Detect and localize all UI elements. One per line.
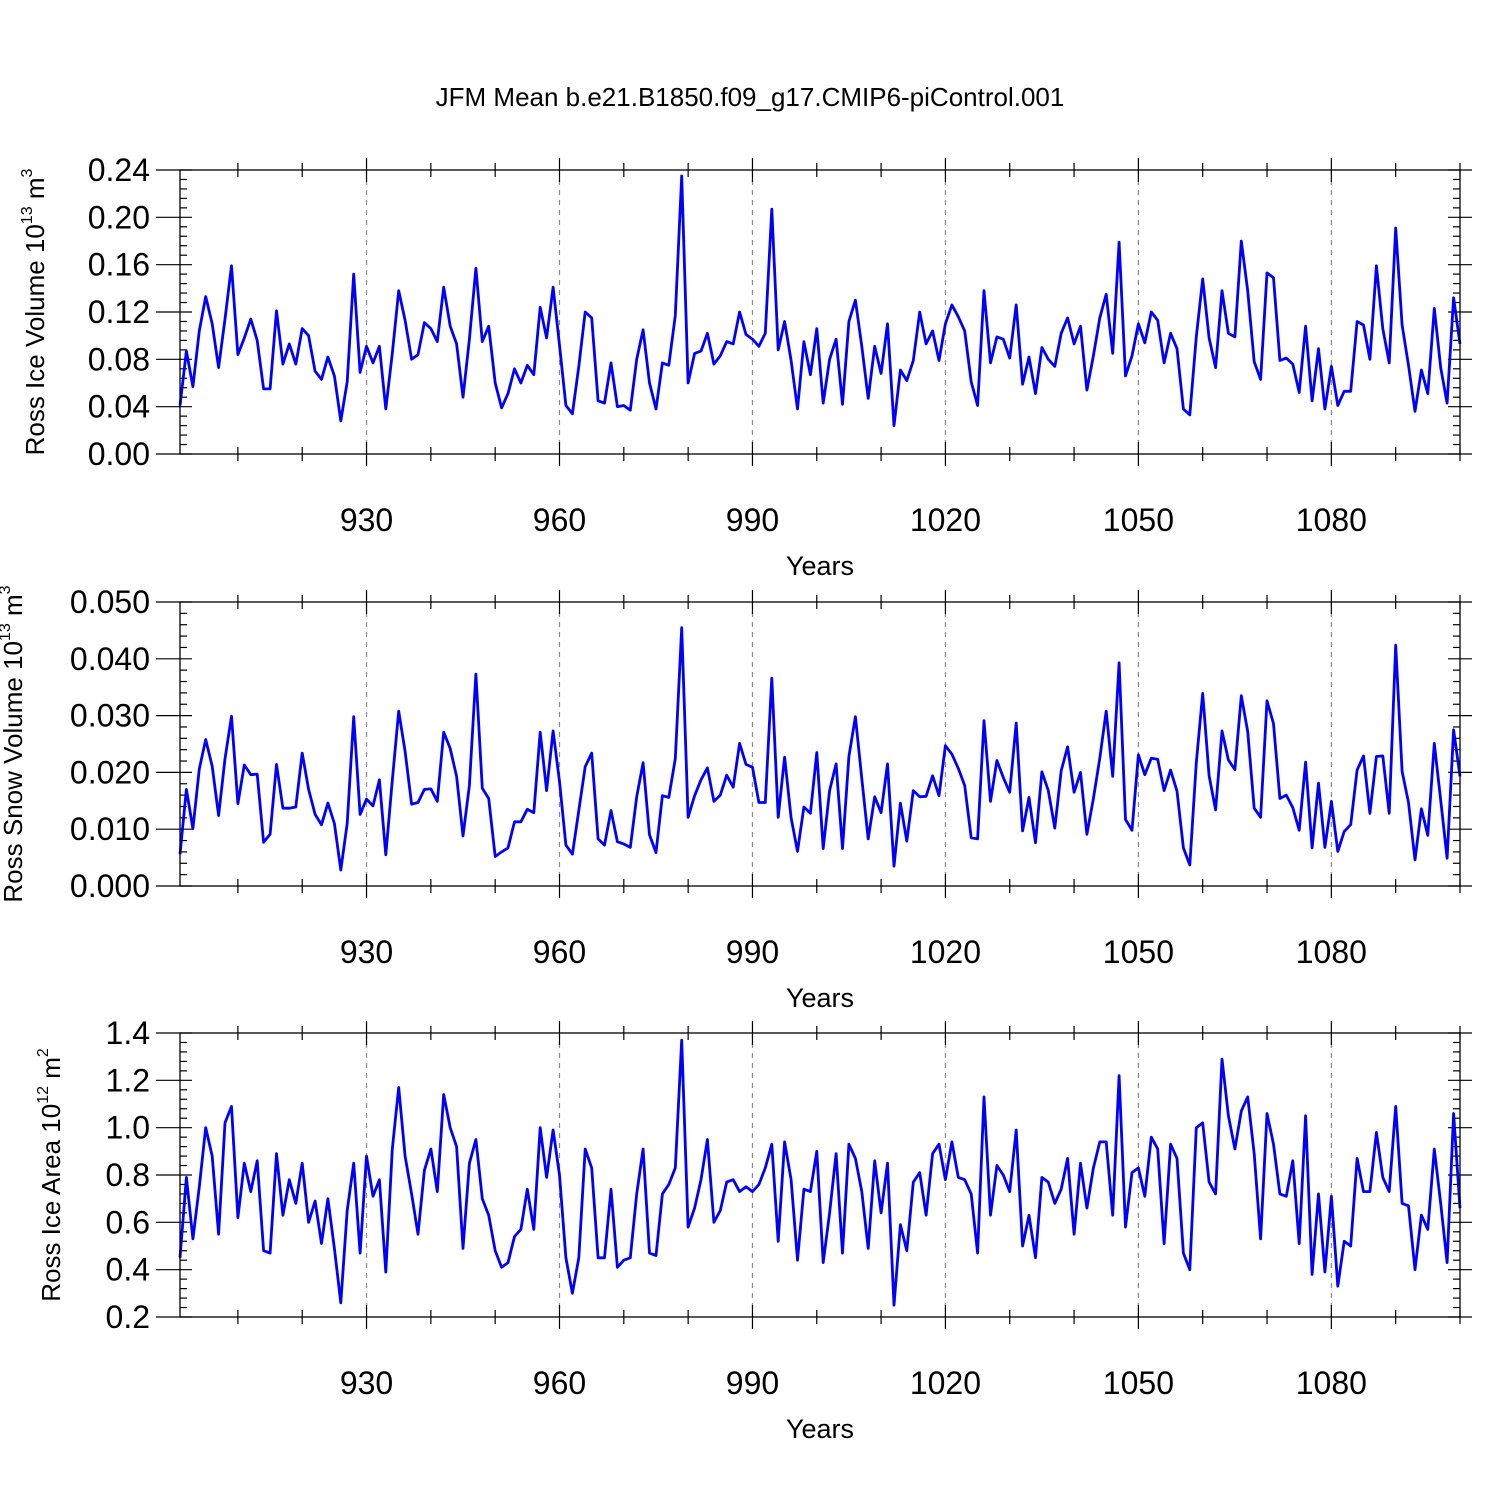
- snow-volume-xlabel: Years: [786, 983, 854, 1013]
- ice-area-xtick-label: 930: [340, 1365, 393, 1401]
- ice-area-ytick-label: 0.6: [106, 1204, 150, 1240]
- snow-volume-ytick-label: 0.020: [70, 754, 150, 790]
- snow-volume-ytick-label: 0.000: [70, 868, 150, 904]
- ice-area-ylabel: Ross Ice Area 1012 m2: [35, 1048, 66, 1302]
- snow-volume-xtick-label: 1020: [910, 934, 981, 970]
- ice-volume-xtick-label: 930: [340, 502, 393, 538]
- ice-area-xtick-label: 1020: [910, 1365, 981, 1401]
- panel-ross-ice-volume: 0.00 0.04 0.08 0.12 0.16 0.20 0.24 930 960 990 102…: [19, 152, 1472, 581]
- ice-volume-xtick-label: 990: [726, 502, 779, 538]
- panel-ross-snow-volume: 0.000 0.010 0.020 0.030 0.040 0.050 930 960 990 1…: [0, 584, 1472, 1013]
- ice-volume-ytick-label: 0.04: [88, 389, 150, 425]
- ice-area-plot-frame: [179, 1032, 1461, 1318]
- ice-area-series-line: [178, 1038, 1462, 1307]
- ice-volume-ytick-label: 0.24: [88, 152, 150, 188]
- ice-area-xtick-label: 990: [726, 1365, 779, 1401]
- figure-title: JFM Mean b.e21.B1850.f09_g17.CMIP6-piCon…: [436, 82, 1065, 112]
- ice-volume-ytick-label: 0.20: [88, 199, 150, 235]
- ice-volume-xlabel: Years: [786, 551, 854, 581]
- ice-area-ytick-label: 1.2: [106, 1062, 150, 1098]
- snow-volume-xtick-label: 930: [340, 934, 393, 970]
- ice-volume-ytick-label: 0.16: [88, 247, 150, 283]
- snow-volume-xtick-label: 990: [726, 934, 779, 970]
- ice-area-ytick-label: 0.4: [106, 1252, 150, 1288]
- ice-volume-xtick-label: 960: [533, 502, 586, 538]
- snow-volume-xtick-label: 1050: [1103, 934, 1174, 970]
- ice-area-xtick-label: 1080: [1296, 1365, 1367, 1401]
- ice-volume-ytick-label: 0.12: [88, 294, 150, 330]
- snow-volume-ytick-label: 0.010: [70, 811, 150, 847]
- ice-area-xtick-label: 960: [533, 1365, 586, 1401]
- snow-volume-xtick-label: 1080: [1296, 934, 1367, 970]
- snow-volume-ytick-label: 0.030: [70, 698, 150, 734]
- ice-area-ytick-label: 0.2: [106, 1299, 150, 1335]
- snow-volume-series-line: [178, 626, 1462, 872]
- ice-area-ytick-label: 1.4: [106, 1015, 150, 1051]
- ice-area-ytick-label: 1.0: [106, 1110, 150, 1146]
- ice-volume-plot-frame: [179, 169, 1461, 455]
- ice-volume-xtick-label: 1050: [1103, 502, 1174, 538]
- panel-ross-ice-area: 0.2 0.4 0.6 0.8 1.0 1.2 1.4 930 960 990 1020 1050 10…: [35, 1015, 1472, 1444]
- ice-area-ytick-label: 0.8: [106, 1157, 150, 1193]
- ice-area-xtick-label: 1050: [1103, 1365, 1174, 1401]
- snow-volume-xtick-label: 960: [533, 934, 586, 970]
- snow-volume-ytick-label: 0.050: [70, 584, 150, 620]
- ice-area-xlabel: Years: [786, 1414, 854, 1444]
- ice-volume-series-line: [178, 174, 1462, 428]
- ice-volume-xtick-label: 1020: [910, 502, 981, 538]
- ice-volume-ytick-label: 0.08: [88, 341, 150, 377]
- ice-volume-ylabel: Ross Ice Volume 1013 m3: [19, 168, 50, 455]
- snow-volume-plot-frame: [179, 601, 1461, 887]
- snow-volume-ytick-label: 0.040: [70, 641, 150, 677]
- snow-volume-ylabel: Ross Snow Volume 1013 m3: [0, 585, 28, 902]
- ice-volume-ytick-label: 0.00: [88, 436, 150, 472]
- ice-volume-xtick-label: 1080: [1296, 502, 1367, 538]
